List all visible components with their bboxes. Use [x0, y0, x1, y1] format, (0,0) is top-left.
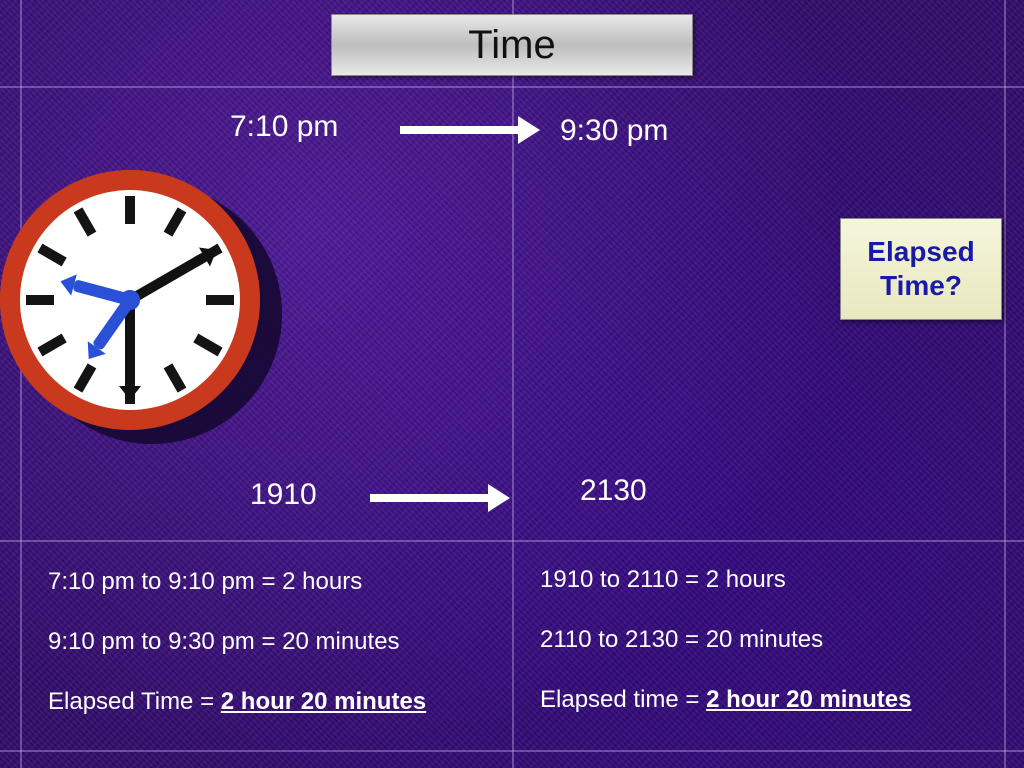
title-text: Time [468, 23, 555, 68]
calc-left-line1: 7:10 pm to 9:10 pm = 2 hours [48, 568, 362, 596]
elapsed-line2: Time? [880, 269, 962, 303]
calc-right-line3: Elapsed time = 2 hour 20 minutes [540, 686, 911, 714]
calc-right-line2: 2110 to 2130 = 20 minutes [540, 626, 823, 654]
calc-right-result: 2 hour 20 minutes [706, 686, 911, 713]
calc-left-prefix: Elapsed Time = [48, 688, 221, 715]
label-top-left: 7:10 pm [230, 110, 338, 144]
elapsed-line1: Elapsed [867, 235, 974, 269]
label-top-right: 9:30 pm [560, 114, 668, 148]
clock-right [0, 170, 260, 430]
label-bottom-left: 1910 [250, 478, 317, 512]
arrow-top [400, 126, 520, 134]
label-bottom-right: 2130 [580, 474, 647, 508]
slide-stage: Time Elapsed Time? 7:10 pm 9:30 pm 1910 … [0, 0, 1024, 768]
calc-right-line1: 1910 to 2110 = 2 hours [540, 566, 786, 594]
arrow-bottom [370, 494, 490, 502]
calc-right-prefix: Elapsed time = [540, 686, 706, 713]
elapsed-time-box: Elapsed Time? [840, 218, 1002, 320]
calc-left-line3: Elapsed Time = 2 hour 20 minutes [48, 688, 426, 716]
calc-left-line2: 9:10 pm to 9:30 pm = 20 minutes [48, 628, 400, 656]
calc-left-result: 2 hour 20 minutes [221, 688, 426, 715]
title-box: Time [331, 14, 693, 76]
